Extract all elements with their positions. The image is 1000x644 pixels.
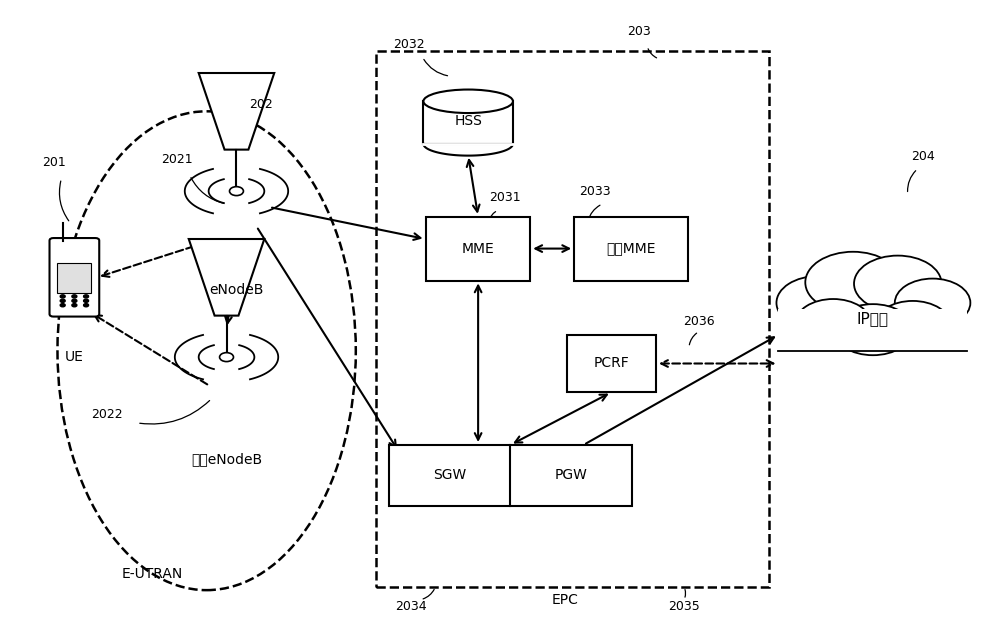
Text: 201: 201 (43, 156, 66, 169)
Circle shape (805, 252, 901, 313)
FancyBboxPatch shape (50, 238, 99, 317)
Circle shape (72, 299, 77, 303)
Circle shape (60, 295, 65, 298)
Text: eNodeB: eNodeB (209, 283, 264, 297)
Text: 2031: 2031 (489, 191, 521, 204)
Circle shape (795, 299, 871, 348)
Circle shape (854, 256, 942, 312)
Text: 2036: 2036 (683, 316, 715, 328)
Circle shape (60, 303, 65, 307)
Text: 2022: 2022 (91, 408, 123, 421)
FancyBboxPatch shape (423, 101, 513, 144)
Text: 其它MME: 其它MME (607, 242, 656, 256)
Circle shape (230, 187, 243, 196)
Text: UE: UE (65, 350, 84, 364)
FancyBboxPatch shape (574, 216, 688, 281)
Text: E-UTRAN: E-UTRAN (121, 567, 183, 581)
FancyBboxPatch shape (376, 51, 769, 587)
Circle shape (84, 299, 89, 303)
Circle shape (220, 353, 233, 361)
Text: 其它eNodeB: 其它eNodeB (191, 452, 262, 466)
Text: HSS: HSS (454, 114, 482, 128)
Text: 204: 204 (911, 149, 935, 162)
Circle shape (60, 299, 65, 303)
Polygon shape (199, 73, 274, 149)
Text: 2021: 2021 (161, 153, 193, 166)
Text: PCRF: PCRF (594, 357, 629, 370)
Text: 2033: 2033 (579, 185, 610, 198)
Text: IP业务: IP业务 (857, 311, 889, 327)
Circle shape (833, 304, 913, 355)
Circle shape (895, 279, 970, 327)
Text: 2034: 2034 (395, 600, 426, 612)
Circle shape (72, 295, 77, 298)
Text: 203: 203 (627, 25, 651, 38)
Text: PGW: PGW (555, 468, 588, 482)
Ellipse shape (423, 90, 513, 113)
FancyBboxPatch shape (778, 309, 967, 351)
Text: EPC: EPC (551, 592, 578, 607)
FancyBboxPatch shape (426, 216, 530, 281)
Text: SGW: SGW (433, 468, 466, 482)
Text: 202: 202 (249, 99, 273, 111)
FancyBboxPatch shape (567, 335, 656, 392)
FancyBboxPatch shape (57, 263, 91, 294)
Text: 2032: 2032 (393, 38, 424, 51)
Circle shape (776, 276, 860, 330)
Text: MME: MME (462, 242, 494, 256)
Circle shape (72, 303, 77, 307)
Circle shape (84, 295, 89, 298)
Circle shape (875, 301, 950, 350)
Polygon shape (189, 239, 264, 316)
Text: 2035: 2035 (668, 600, 700, 612)
FancyBboxPatch shape (389, 445, 632, 506)
Ellipse shape (57, 111, 356, 590)
Circle shape (84, 303, 89, 307)
